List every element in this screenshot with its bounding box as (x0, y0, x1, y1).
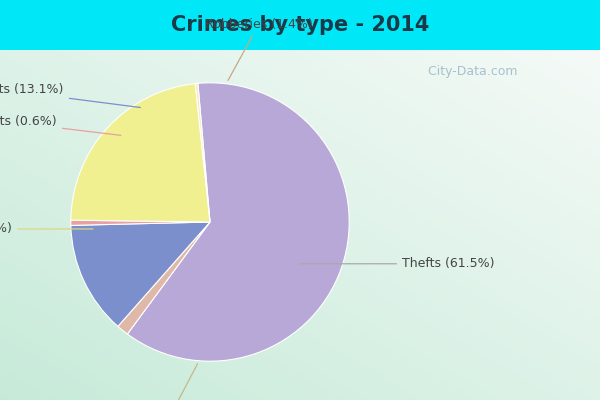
Text: Auto thefts (13.1%): Auto thefts (13.1%) (0, 83, 140, 108)
Text: Assaults (0.6%): Assaults (0.6%) (0, 115, 121, 135)
Wedge shape (118, 222, 210, 334)
Text: Thefts (61.5%): Thefts (61.5%) (299, 257, 494, 270)
Wedge shape (195, 83, 210, 222)
Wedge shape (71, 222, 210, 326)
Text: Burglaries (23.1%): Burglaries (23.1%) (0, 222, 93, 236)
Text: Crimes by type - 2014: Crimes by type - 2014 (171, 15, 429, 35)
Wedge shape (71, 220, 210, 226)
Text: Arson (0.3%): Arson (0.3%) (128, 364, 209, 400)
Text: Robberies (1.4%): Robberies (1.4%) (205, 18, 313, 80)
Wedge shape (127, 83, 349, 361)
Wedge shape (71, 84, 210, 222)
Text: City-Data.com: City-Data.com (420, 66, 517, 78)
